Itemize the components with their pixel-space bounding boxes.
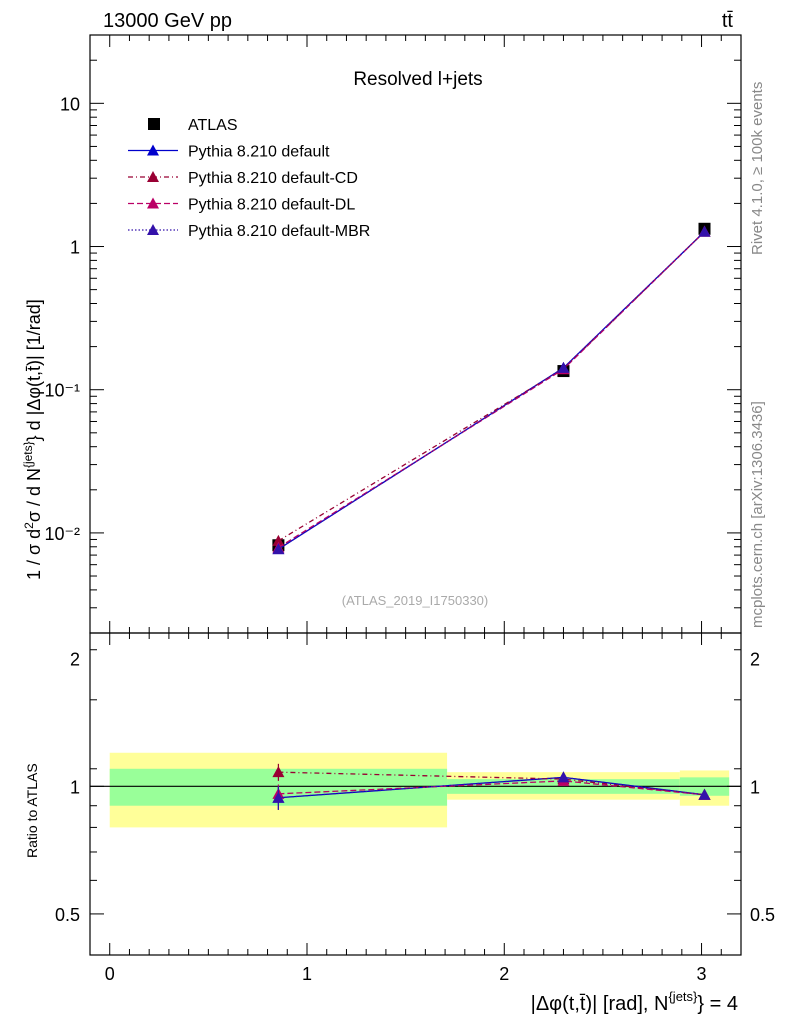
ratio-series-point — [698, 788, 711, 800]
main-series-layer — [272, 222, 711, 555]
legend-label: Pythia 8.210 default-DL — [188, 197, 355, 214]
ratio-series-line — [278, 776, 705, 799]
mc-series-line — [278, 231, 705, 542]
ratio-series-layer — [272, 763, 711, 810]
main-y-tick-label: 10⁻¹ — [44, 381, 80, 401]
main-y-tick-label: 10⁻² — [44, 524, 80, 544]
process-label: tt̄ — [722, 10, 734, 32]
mc-series-point — [272, 534, 285, 546]
ratio-uncertainty-bands — [90, 752, 741, 828]
x-tick-label: 1 — [302, 964, 312, 984]
ratio-y-tick-label-left: 0.5 — [55, 905, 80, 925]
ratio-y-axis-label: Ratio to ATLAS — [24, 763, 40, 858]
mc-series-point — [557, 361, 570, 373]
mc-series-line — [278, 231, 705, 550]
plot-title: Resolved l+jets — [353, 69, 482, 90]
energy-label: 13000 GeV pp — [103, 10, 232, 32]
mc-series-point — [272, 543, 285, 555]
ratio-series-point — [272, 791, 285, 803]
legend: ATLAS Pythia 8.210 default Pythia 8.210 de… — [128, 117, 370, 240]
main-y-tick-label: 10 — [60, 94, 80, 114]
legend-triangle-marker — [147, 144, 159, 156]
main-y-axis-label: 1 / σ d2σ / d N{jets}} d |Δφ(t,t̄)| [1/r… — [21, 299, 44, 580]
legend-label: Pythia 8.210 default-CD — [188, 170, 358, 187]
legend-label: Pythia 8.210 default — [188, 144, 330, 161]
legend-triangle-marker — [147, 197, 159, 209]
x-tick-label: 2 — [499, 964, 509, 984]
ratio-plot-frame — [89, 632, 742, 956]
legend-triangle-marker — [147, 224, 159, 235]
main-y-tick-label: 1 — [70, 238, 80, 258]
legend-label: ATLAS — [188, 117, 238, 134]
ratio-y-tick-label-right: 1 — [750, 777, 760, 797]
rivet-version-label: Rivet 4.1.0, ≥ 100k events — [749, 82, 766, 255]
ratio-series-point — [557, 771, 570, 783]
legend-triangle-marker — [147, 171, 159, 182]
ratio-series-line — [278, 780, 705, 796]
x-tick-label: 0 — [105, 964, 115, 984]
ratio-y-tick-label-right: 2 — [750, 650, 760, 670]
mc-series-point — [698, 225, 711, 237]
ratio-y-tick-label-left: 2 — [70, 650, 80, 670]
ratio-y-tick-label-left: 1 — [70, 777, 80, 797]
ratio-series-point — [272, 766, 285, 778]
x-tick-label: 3 — [697, 964, 707, 984]
axis-ticks: 0 1 2 3 10⁻² 10⁻¹ 1 10 0.5 0.5 1 1 2 2 — [44, 34, 775, 984]
ratio-y-tick-label-right: 0.5 — [750, 905, 775, 925]
x-axis-label: |Δφ(t,t̄)| [rad], N{jets}} = 4 — [531, 989, 738, 1015]
mcplots-source-label: mcplots.cern.ch [arXiv:1306.3436] — [749, 401, 766, 628]
legend-label: Pythia 8.210 default-MBR — [188, 223, 370, 240]
analysis-watermark: (ATLAS_2019_I1750330) — [342, 593, 488, 608]
legend-square-marker — [148, 118, 160, 130]
mc-series-line — [278, 231, 705, 549]
